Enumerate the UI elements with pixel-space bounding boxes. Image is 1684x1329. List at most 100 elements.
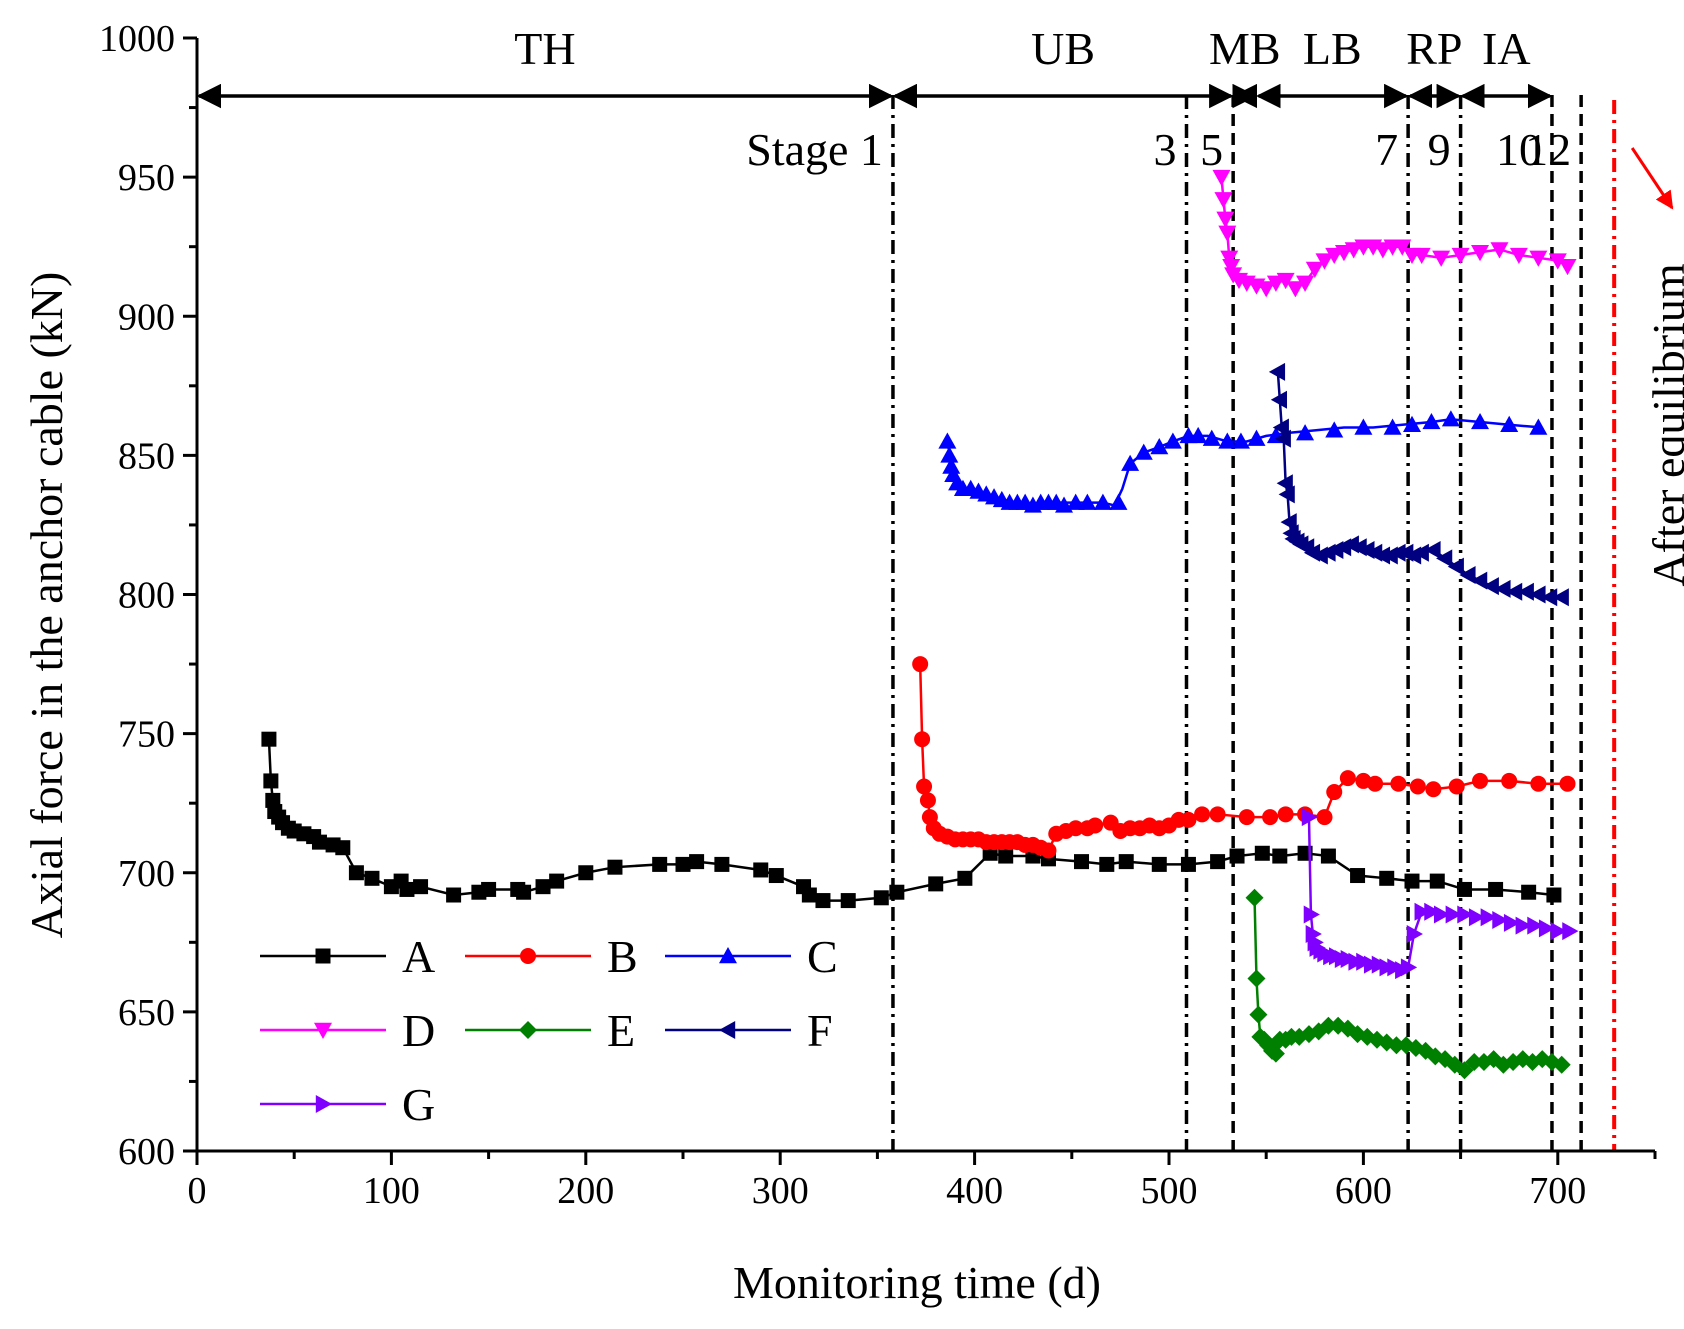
point-E-38 [1552, 1055, 1571, 1074]
point-A-62 [1488, 881, 1504, 897]
point-A-43 [998, 848, 1014, 864]
point-F-35 [1517, 582, 1534, 601]
stage-label-1: Stage 1 [746, 124, 883, 175]
legend-item-C: C [665, 931, 838, 982]
y-tick-label-750: 750 [118, 714, 175, 756]
y-tick-label-900: 900 [118, 296, 175, 338]
y-tick-label-800: 800 [118, 575, 175, 617]
legend-label-G: G [402, 1079, 435, 1130]
point-B-37 [1238, 809, 1255, 826]
phase-label-IA: IA [1482, 23, 1531, 74]
point-D-27 [1432, 250, 1451, 267]
point-A-21 [481, 881, 497, 897]
point-B-51 [1501, 772, 1518, 789]
point-A-40 [928, 876, 944, 892]
point-D-12 [1276, 272, 1295, 290]
point-F-31 [1471, 571, 1488, 590]
point-D-5 [1222, 258, 1241, 276]
point-G-27 [1492, 911, 1509, 930]
point-B-0 [912, 656, 929, 673]
point-B-48 [1425, 781, 1442, 798]
point-B-34 [1180, 811, 1197, 828]
point-D-10 [1257, 281, 1276, 298]
point-A-52 [1229, 848, 1245, 864]
point-A-0 [261, 731, 277, 747]
point-A-51 [1210, 854, 1226, 870]
point-E-21 [1387, 1036, 1406, 1055]
phase-label-RP: RP [1406, 23, 1462, 74]
point-D-22 [1373, 242, 1392, 259]
point-D-30 [1490, 242, 1509, 259]
point-A-27 [607, 859, 623, 875]
point-B-1 [914, 731, 931, 748]
phase-label-UB: UB [1031, 23, 1095, 74]
stage-label-7: 12 [1525, 124, 1571, 175]
point-A-17 [399, 881, 415, 897]
point-G-1 [1303, 905, 1320, 924]
point-C-39 [1422, 412, 1441, 430]
point-C-24 [1134, 443, 1153, 460]
point-D-14 [1296, 275, 1315, 292]
point-F-1 [1270, 390, 1288, 409]
point-D-32 [1529, 250, 1548, 267]
x-tick-label-500: 500 [1141, 1170, 1198, 1212]
point-B-47 [1409, 778, 1426, 795]
legend-label-C: C [807, 931, 838, 982]
point-C-41 [1471, 412, 1490, 430]
equilibrium-label: After equilibrium [1643, 263, 1684, 586]
phase-label-MB: MB [1209, 23, 1281, 74]
point-A-35 [801, 887, 817, 903]
point-G-23 [1445, 905, 1462, 924]
legend-item-G: G [260, 1079, 435, 1130]
point-C-43 [1529, 418, 1548, 435]
x-tick-label-100: 100 [363, 1170, 420, 1212]
point-C-32 [1247, 429, 1266, 446]
point-C-40 [1441, 410, 1460, 427]
point-B-20 [1040, 842, 1057, 859]
point-B-2 [916, 778, 933, 795]
point-A-58 [1379, 870, 1395, 886]
y-tick-label-650: 650 [118, 992, 175, 1034]
legend-label-B: B [607, 931, 638, 982]
point-A-54 [1272, 848, 1288, 864]
x-axis-title: Monitoring time (d) [733, 1257, 1101, 1308]
legend-item-F: F [665, 1005, 833, 1056]
point-B-36 [1209, 806, 1226, 823]
point-G-19 [1406, 924, 1423, 943]
stage-label-5: 9 [1428, 124, 1451, 175]
legend-marker-G [315, 1095, 332, 1113]
point-D-29 [1471, 245, 1490, 262]
legend-marker-E [519, 1021, 537, 1039]
point-F-3 [1274, 429, 1291, 448]
legend-marker-C [719, 947, 737, 964]
point-C-36 [1354, 418, 1373, 435]
point-F-37 [1541, 588, 1558, 607]
point-A-49 [1151, 856, 1167, 872]
point-F-2 [1272, 418, 1289, 437]
point-A-37 [840, 893, 856, 909]
point-G-31 [1538, 919, 1556, 938]
point-E-1 [1247, 969, 1266, 988]
point-A-24 [535, 879, 551, 895]
y-tick-label-850: 850 [118, 435, 175, 477]
point-C-20 [1078, 493, 1097, 510]
point-A-12 [335, 840, 351, 856]
point-B-41 [1316, 809, 1333, 826]
x-tick-label-600: 600 [1335, 1170, 1392, 1212]
legend-label-A: A [402, 931, 435, 982]
point-A-30 [689, 854, 705, 870]
point-A-1 [263, 773, 279, 789]
point-A-50 [1180, 856, 1196, 872]
point-A-28 [652, 856, 668, 872]
series-B [912, 656, 1576, 859]
y-tick-label-1000: 1000 [99, 18, 175, 60]
stage-label-2: 3 [1153, 124, 1176, 175]
point-B-45 [1367, 775, 1384, 792]
point-A-39 [889, 884, 905, 900]
legend-label-F: F [807, 1005, 833, 1056]
point-B-43 [1339, 770, 1356, 787]
point-B-50 [1472, 772, 1489, 789]
point-F-33 [1494, 579, 1511, 598]
